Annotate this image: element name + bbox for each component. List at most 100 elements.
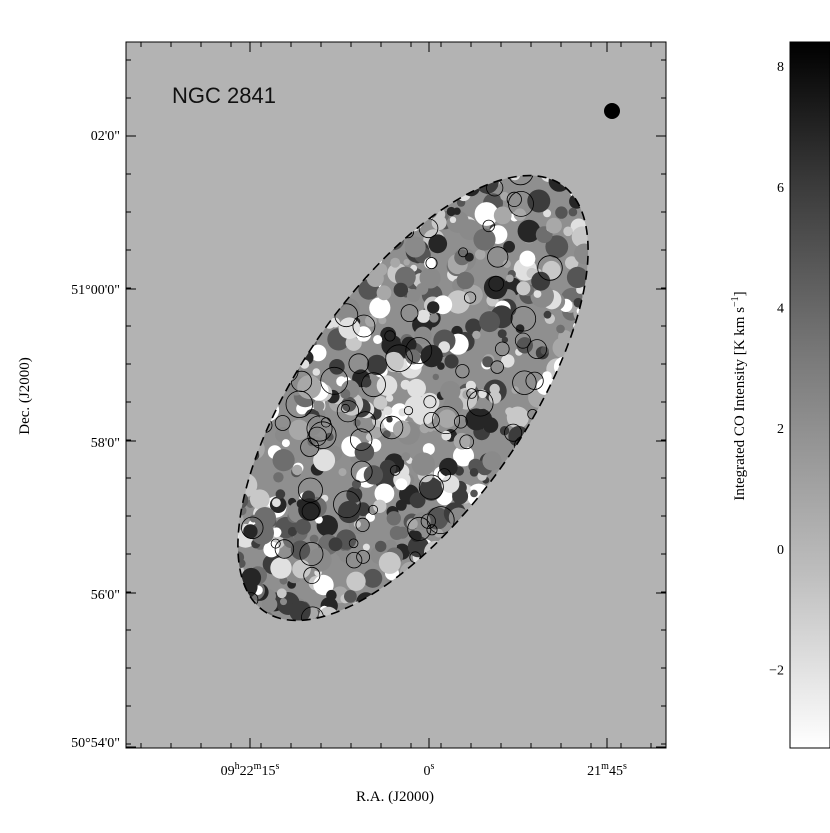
contour-line [458,247,469,258]
contour-line [423,395,437,409]
emission-pixel [241,567,262,588]
emission-pixel [338,468,347,477]
emission-pixel [543,310,552,319]
contour-line [355,517,370,533]
emission-pixel [546,217,562,234]
emission-pixel [497,329,507,339]
emission-pixel [516,281,531,296]
contour-line [270,538,281,549]
emission-pixel [493,206,512,225]
emission-pixel [483,275,508,300]
emission-pixel [543,209,552,218]
contour-line [514,332,531,349]
contour-line [299,542,324,567]
emission-pixel [527,189,551,213]
emission-pixel [281,439,290,448]
emission-pixel [482,451,502,471]
contour-line [320,366,349,395]
emission-pixel [501,336,509,344]
emission-pixel [363,465,384,485]
emission-pixel [340,388,351,399]
emission-pixel [295,518,311,535]
contour-line [333,490,361,519]
emission-pixel [289,600,311,623]
emission-pixel [363,568,383,588]
emission-pixel [419,477,443,501]
emission-pixel [531,271,551,291]
emission-pixel [362,543,370,551]
emission-pixel [449,216,457,223]
emission-pixel [419,423,430,434]
contour-line [350,428,373,451]
y-axis-title: Dec. (J2000) [17,357,33,434]
emission-pixel [540,346,549,355]
emission-pixel [403,259,410,266]
emission-pixel [465,380,476,391]
contour-line [407,516,432,541]
colorbar-tick-label: 8 [777,60,784,75]
emission-pixel [313,400,325,412]
contour-line [494,341,510,357]
emission-pixel [395,478,408,491]
emission-pixel [366,354,388,376]
emission-pixel [426,507,449,530]
emission-pixel [376,285,392,301]
contour-line [488,275,505,292]
emission-pixel [365,512,375,522]
emission-pixel [272,498,281,508]
y-tick-label: 02'0" [91,129,120,144]
contour-line [354,411,376,433]
emission-pixel [444,354,459,369]
emission-pixel [427,301,440,314]
contour-line [459,434,475,450]
contour-line [385,344,413,373]
emission-pixel [474,202,499,226]
emission-pixel [440,380,461,402]
emission-pixel [501,354,515,368]
colorbar-tick-label: 6 [777,181,784,196]
contour-line [403,405,414,416]
colorbar: −2 0 2 4 6 8 Integrated CO Intensity [K km s−… [730,41,830,749]
emission-pixel [456,271,475,290]
contour-line [466,388,477,399]
colorbar-ticks: −2 0 2 4 6 8 [769,60,784,678]
emission-pixel [375,540,387,553]
contour-line [348,353,369,374]
contour-line [431,405,460,434]
emission-pixel [438,409,457,428]
emission-pixel [475,249,486,260]
emission-pixel [243,524,258,539]
emission-pixel [406,289,421,303]
contour-line [527,339,547,360]
emission-pixel [568,207,578,217]
contour-line [303,566,321,584]
colorbar-tick-label: 2 [777,422,784,437]
contour-line [348,538,359,549]
contour-line [482,219,495,233]
emission-pixel [558,330,573,345]
emission-pixel [432,424,440,431]
galaxy-name: NGC 2841 [172,83,276,108]
emission-pixel [353,419,361,427]
emission-pixel [439,457,458,477]
emission-pixel [292,464,303,476]
contour-line [425,257,438,270]
y-tick-labels: 02'0" 51°00'0" 58'0" 56'0" 50°54'0" [71,129,120,751]
emission-pixel [533,290,542,298]
emission-pixel [379,459,397,477]
emission-pixel [563,226,573,237]
contour-line [345,552,363,569]
emission-pixel [325,432,334,442]
emission-pixel [473,228,496,251]
contour-line [336,400,359,423]
contour-line [320,417,332,428]
emission-pixel [383,406,393,416]
emission-pixel [503,240,515,253]
beam-marker [604,103,620,119]
contour-line [274,539,295,559]
emission-pixel [401,452,411,461]
contour-line [525,371,544,390]
contour-line [241,516,264,540]
emission-pixel [339,550,352,563]
contour-line [400,304,419,323]
